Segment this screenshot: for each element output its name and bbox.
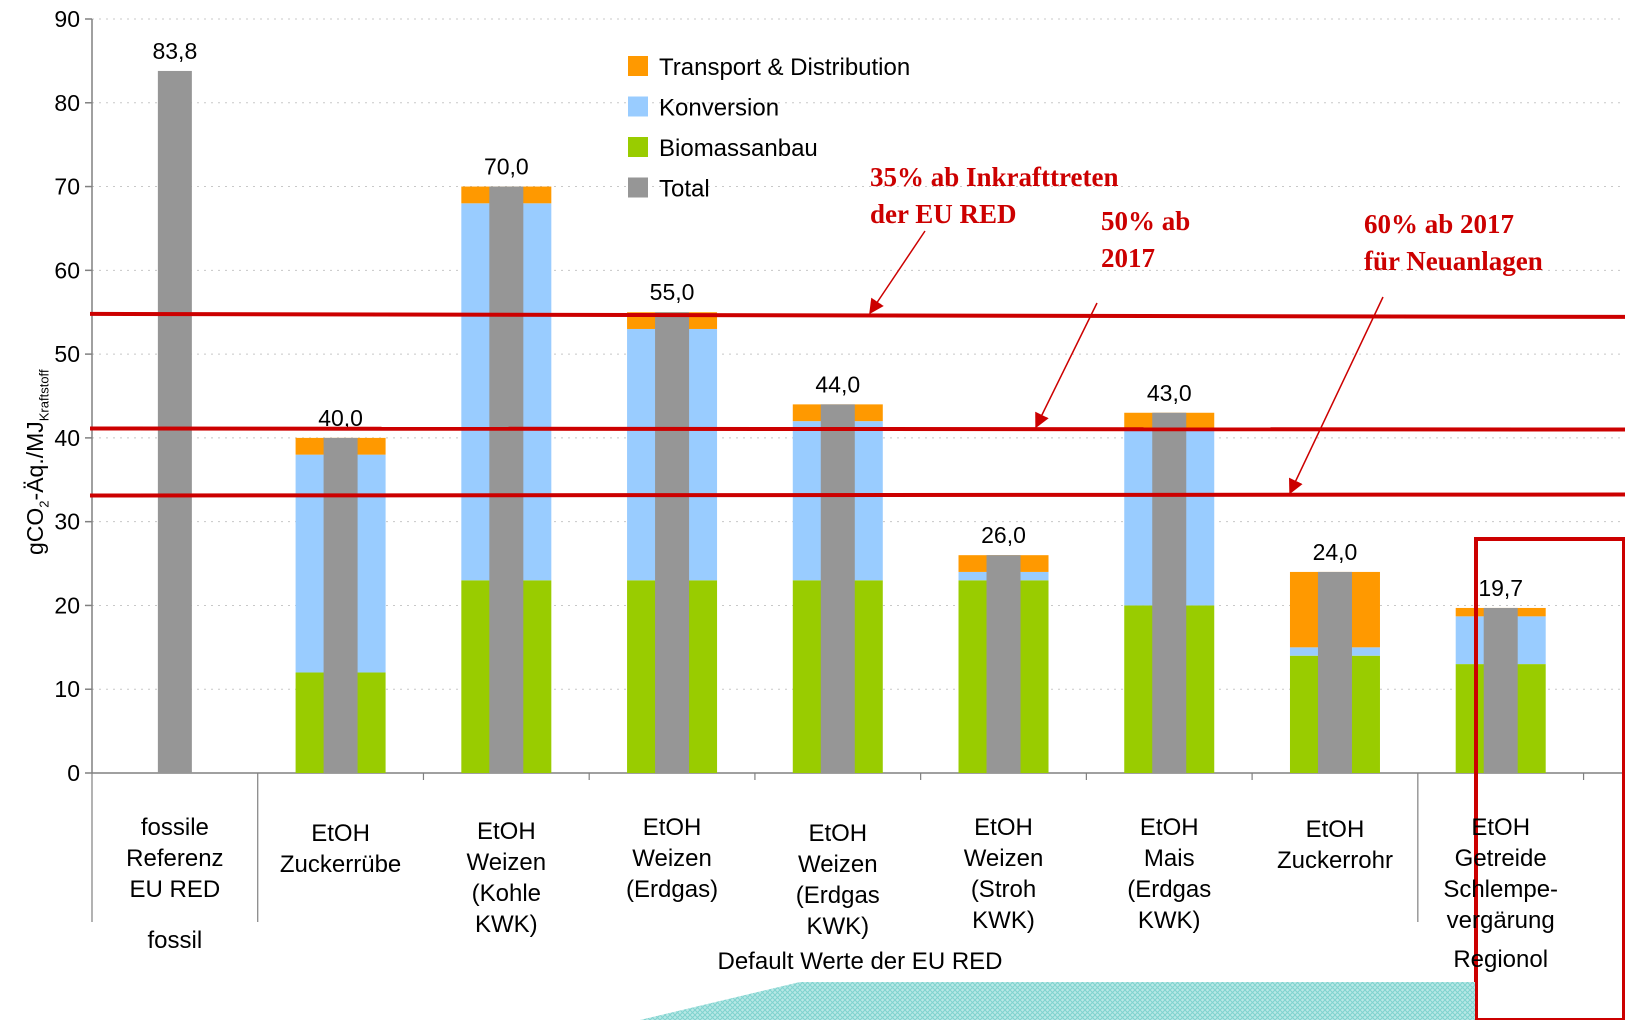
reference-annotation: 60% ab 2017 xyxy=(1364,209,1514,239)
category-group-line: fossil xyxy=(147,927,203,954)
y-tick-label: 0 xyxy=(67,760,80,786)
legend-label: Biomassanbau xyxy=(659,135,818,162)
legend-label: Transport & Distribution xyxy=(659,54,910,81)
category-label: EtOH Zuckerrübe xyxy=(261,818,421,880)
category-label-line: Weizen xyxy=(797,851,878,878)
y-tick-label: 90 xyxy=(54,6,80,32)
reference-line xyxy=(89,311,1625,319)
category-label-line: EU RED xyxy=(129,876,221,903)
data-label: 44,0 xyxy=(815,371,860,397)
category-label-line: Zuckerrübe xyxy=(279,851,402,878)
category-group-line: Regionol xyxy=(1453,946,1549,973)
y-axis-label-main: gCO xyxy=(22,507,48,555)
category-label-line: Zuckerrohr xyxy=(1276,847,1393,874)
decorative-banner xyxy=(640,982,1475,1020)
data-label: 83,8 xyxy=(152,38,197,64)
y-tick-label: 70 xyxy=(54,174,80,200)
category-label-line: KWK) xyxy=(972,907,1035,934)
y-axis-label-sub1: 2 xyxy=(36,500,52,508)
y-tick-label: 80 xyxy=(54,90,80,116)
category-label: EtOH Weizen (Erdgas) xyxy=(592,812,752,905)
category-label: EtOH Getreide Schlempe-vergärung xyxy=(1421,812,1581,936)
category-label-line: Weizen xyxy=(963,845,1044,872)
y-tick-label: 10 xyxy=(54,676,80,702)
category-label-line: vergärung xyxy=(1446,907,1555,934)
legend-swatch xyxy=(628,96,648,117)
legend-swatch xyxy=(628,177,648,198)
category-label-line: KWK) xyxy=(806,913,870,940)
data-label: 24,0 xyxy=(1313,539,1358,565)
reference-annotation: 50% ab xyxy=(1101,206,1190,236)
category-label: fossile Referenz EU RED xyxy=(95,812,255,905)
bar-total xyxy=(489,186,524,774)
category-label-line: EtOH xyxy=(476,818,536,845)
data-label: 26,0 xyxy=(981,522,1026,548)
reference-line xyxy=(89,426,1625,432)
y-tick-label: 30 xyxy=(54,509,80,535)
category-label-line: Weizen xyxy=(466,849,547,876)
bar-total xyxy=(323,437,358,773)
category-label-line: (Kohle xyxy=(471,880,541,907)
category-label-line: Getreide xyxy=(1454,845,1547,872)
legend-label: Total xyxy=(659,176,710,203)
category-label-line: (Erdgas) xyxy=(626,876,719,903)
category-label: EtOH Zuckerrohr xyxy=(1255,814,1415,876)
category-label-line: Schlempe- xyxy=(1443,876,1559,903)
bar-total xyxy=(1483,607,1518,773)
reference-annotation: 35% ab Inkrafttreten xyxy=(870,162,1118,192)
data-label: 19,7 xyxy=(1478,575,1523,601)
category-label-line: EtOH xyxy=(974,814,1033,841)
category-label-line: (Erdgas xyxy=(1127,876,1212,903)
y-axis-label-mid: -Äq./MJ xyxy=(22,421,48,501)
highlight-box-regionol xyxy=(1474,537,1625,1020)
category-label-line: EtOH xyxy=(642,814,702,841)
category-label-line: EtOH xyxy=(311,820,370,847)
legend-label: Konversion xyxy=(659,95,779,122)
y-axis-label: gCO2-Äq./MJKraftstoff xyxy=(22,369,52,555)
y-tick-label: 60 xyxy=(54,257,80,283)
annotation-arrow xyxy=(869,230,926,315)
reference-line xyxy=(89,492,1625,498)
category-label: EtOH Weizen (Erdgas KWK) xyxy=(758,818,918,942)
category-label-line: KWK) xyxy=(474,911,538,938)
bar-total xyxy=(820,404,855,773)
category-label-line: Referenz xyxy=(126,845,224,872)
category-label-line: fossile xyxy=(140,814,209,841)
reference-annotation: der EU RED xyxy=(870,199,1017,229)
category-label-line: EtOH xyxy=(1471,814,1531,841)
group-label-default: Default Werte der EU RED xyxy=(717,948,1003,975)
annotation-arrow xyxy=(1289,296,1384,495)
category-label-line: (Erdgas xyxy=(795,882,880,909)
bar-total xyxy=(1317,571,1352,773)
category-label-line: KWK) xyxy=(1137,907,1201,934)
category-label-line: EtOH xyxy=(1139,814,1199,841)
y-tick-label: 50 xyxy=(54,341,80,367)
bar-total xyxy=(655,312,690,773)
bar-total xyxy=(157,70,192,774)
bar-total xyxy=(1152,412,1187,773)
data-label: 43,0 xyxy=(1147,380,1192,406)
category-label: EtOH Weizen (Kohle KWK) xyxy=(426,816,586,940)
reference-annotation: 2017 xyxy=(1101,243,1155,273)
data-label: 40,0 xyxy=(318,405,363,431)
data-label: 55,0 xyxy=(650,279,695,305)
bar-total xyxy=(986,555,1021,773)
category-label-line: EtOH xyxy=(1305,816,1365,843)
annotation-arrow xyxy=(1035,302,1098,429)
category-label-line: Mais xyxy=(1143,845,1195,872)
legend-swatch xyxy=(628,56,648,76)
category-label: EtOH Mais (Erdgas KWK) xyxy=(1089,812,1249,936)
y-tick-label: 20 xyxy=(54,592,80,618)
y-axis-label-sub2: Kraftstoff xyxy=(36,369,52,422)
category-label-line: EtOH xyxy=(808,820,868,847)
data-label: 70,0 xyxy=(484,154,529,180)
y-tick-label: 40 xyxy=(54,425,80,451)
legend-swatch xyxy=(628,137,648,157)
category-label-line: Weizen xyxy=(632,845,712,872)
reference-annotation: für Neuanlagen xyxy=(1364,246,1543,276)
category-label: EtOH Weizen (Stroh KWK) xyxy=(924,812,1084,936)
category-label-line: (Stroh xyxy=(970,876,1037,903)
